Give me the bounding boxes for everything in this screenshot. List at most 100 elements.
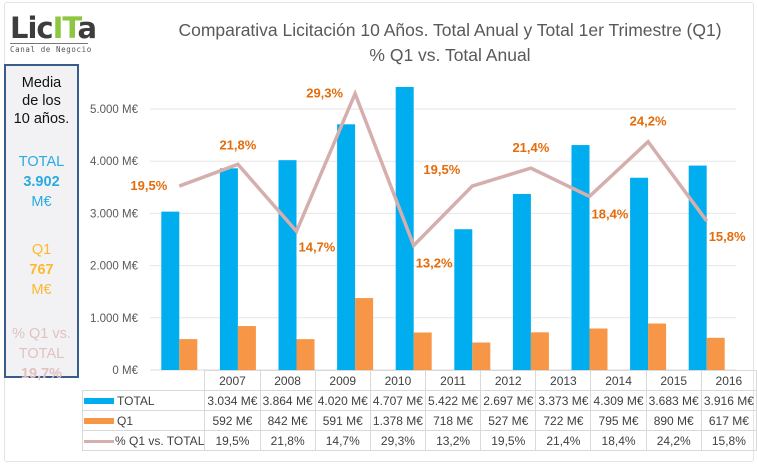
chart-title-line-2: % Q1 vs. Total Anual: [369, 45, 531, 65]
legend-label: % Q1 vs. TOTAL: [115, 433, 205, 448]
total-bar: [630, 177, 649, 370]
average-pct: % Q1 vs. TOTAL 19,7%: [6, 324, 77, 384]
total-bar: [571, 145, 590, 370]
legend-label: Q1: [117, 413, 134, 428]
year-header: 2016: [700, 370, 757, 391]
data-table: 2007 2008 2009 2010 2011 2012 2013 2014 2015 2016…: [81, 370, 757, 451]
table-header-row: 2007 2008 2009 2010 2011 2012 2013 2014 2015 2016: [83, 370, 757, 391]
table-cell: 19,5%: [480, 430, 537, 451]
pct-data-label: 14,7%: [299, 239, 336, 254]
year-header: 2008: [259, 370, 316, 391]
legend-bar-swatch: [84, 418, 114, 425]
y-tick-label: 2.000 M€: [90, 261, 139, 273]
q1-bar: [530, 332, 549, 370]
table-row: TOTAL 3.034 M€ 3.864 M€ 4.020 M€ 4.707 M€ 5.4…: [81, 390, 757, 411]
total-bar: [337, 124, 356, 370]
table-cell: 5.422 M€: [424, 390, 482, 411]
legend-label: TOTAL: [117, 393, 155, 408]
table-cell: 3.034 M€: [204, 390, 261, 411]
table-cell: 3.683 M€: [645, 390, 702, 411]
table-cell: 722 M€: [535, 410, 592, 431]
pct-data-label: 21,8%: [219, 137, 256, 152]
average-heading: Media de los 10 años.: [13, 75, 70, 127]
table-cell: 592 M€: [204, 410, 261, 431]
table-cell: 4.707 M€: [369, 390, 427, 411]
legend-entry: Q1: [81, 410, 206, 431]
pct-series-line: [178, 88, 709, 249]
table-cell: 527 M€: [480, 410, 537, 431]
table-cell: 3.373 M€: [535, 390, 592, 411]
year-header: 2012: [480, 370, 537, 391]
pct-line: [178, 88, 709, 249]
table-row: Q1 592 M€ 842 M€ 591 M€ 1.378 M€ 718 M€ 527 M€…: [81, 410, 757, 431]
table-cell: 14,7%: [314, 430, 371, 451]
y-axis-ticks: 0 M€ 1.000 M€ 2.000 M€ 3.000 M€ 4.000 M€ 5.00…: [90, 104, 139, 377]
ten-year-average-box: Media de los 10 años. TOTAL 3.902 M€ Q1 …: [4, 64, 79, 382]
data-labels: 19,5% 21,8% 14,7% 29,3% 13,2% 19,5% 21,4% 18,4%…: [130, 86, 746, 271]
chart-title: Comparativa Licitación 10 Años. Total An…: [150, 18, 750, 68]
q1-bar: [706, 337, 725, 370]
y-tick-label: 4.000 M€: [90, 156, 139, 168]
y-tick-label: 1.000 M€: [90, 313, 139, 325]
q1-bar: [296, 339, 315, 370]
total-bar: [219, 168, 238, 370]
logo-subtitle: Canal de Negocio: [10, 45, 92, 54]
licita-logo: LicITa Canal de Negocio: [10, 14, 97, 54]
table-cell: 3.864 M€: [259, 390, 316, 411]
year-header: 2011: [424, 370, 482, 391]
chart-title-line-1: Comparativa Licitación 10 Años. Total An…: [178, 20, 722, 40]
legend-entry: TOTAL: [81, 390, 206, 411]
total-bar: [395, 86, 414, 370]
average-total: TOTAL 3.902 M€: [6, 152, 77, 212]
table-cell: 21,8%: [259, 430, 316, 451]
table-cell: 4.309 M€: [590, 390, 647, 411]
average-q1-value: 767: [29, 262, 54, 278]
q1-bar: [179, 339, 198, 370]
pct-data-label: 24,2%: [630, 114, 667, 129]
table-cell: 890 M€: [645, 410, 702, 431]
q1-bar: [472, 342, 491, 370]
pct-data-label: 18,4%: [592, 206, 629, 221]
q1-bar: [237, 326, 256, 370]
table-cell: 591 M€: [314, 410, 371, 431]
total-bar: [454, 229, 473, 370]
q1-bar: [413, 332, 432, 370]
table-cell: 617 M€: [700, 410, 757, 431]
year-header: 2014: [590, 370, 647, 391]
total-bar: [161, 211, 180, 370]
table-cell: 24,2%: [645, 430, 702, 451]
legend-entry: % Q1 vs. TOTAL: [81, 430, 206, 451]
pct-data-label: 19,5%: [130, 178, 167, 193]
table-cell: 718 M€: [424, 410, 482, 431]
table-row: % Q1 vs. TOTAL 19,5% 21,8% 14,7% 29,3% 13,2% 1…: [81, 430, 757, 451]
y-tick-label: 5.000 M€: [90, 104, 139, 116]
legend-bar-swatch: [84, 398, 114, 405]
legend-line-swatch: [84, 439, 114, 443]
table-cell: 15,8%: [700, 430, 757, 451]
pct-data-label: 15,8%: [709, 229, 746, 244]
table-cell: 19,5%: [204, 430, 261, 451]
y-tick-label: 3.000 M€: [90, 208, 139, 220]
pct-data-label: 13,2%: [416, 255, 453, 270]
table-cell: 3.916 M€: [700, 390, 757, 411]
year-header: 2010: [369, 370, 427, 391]
q1-bar: [589, 328, 608, 370]
table-cell: 13,2%: [424, 430, 482, 451]
table-cell: 2.697 M€: [480, 390, 537, 411]
year-header: 2009: [314, 370, 371, 391]
total-bar: [278, 160, 297, 370]
q1-bar: [355, 298, 374, 370]
table-cell: 1.378 M€: [369, 410, 427, 431]
table-cell: 795 M€: [590, 410, 647, 431]
bars: [161, 86, 725, 370]
average-total-value: 3.902: [23, 174, 60, 190]
average-q1: Q1 767 M€: [6, 240, 77, 300]
table-cell: 18,4%: [590, 430, 647, 451]
year-header: 2013: [535, 370, 592, 391]
year-header: 2015: [645, 370, 702, 391]
year-header: 2007: [204, 370, 261, 391]
total-bar: [688, 165, 707, 370]
y-tick-label: 0 M€: [112, 365, 138, 377]
pct-data-label: 21,4%: [512, 140, 549, 155]
table-cell: 4.020 M€: [314, 390, 371, 411]
